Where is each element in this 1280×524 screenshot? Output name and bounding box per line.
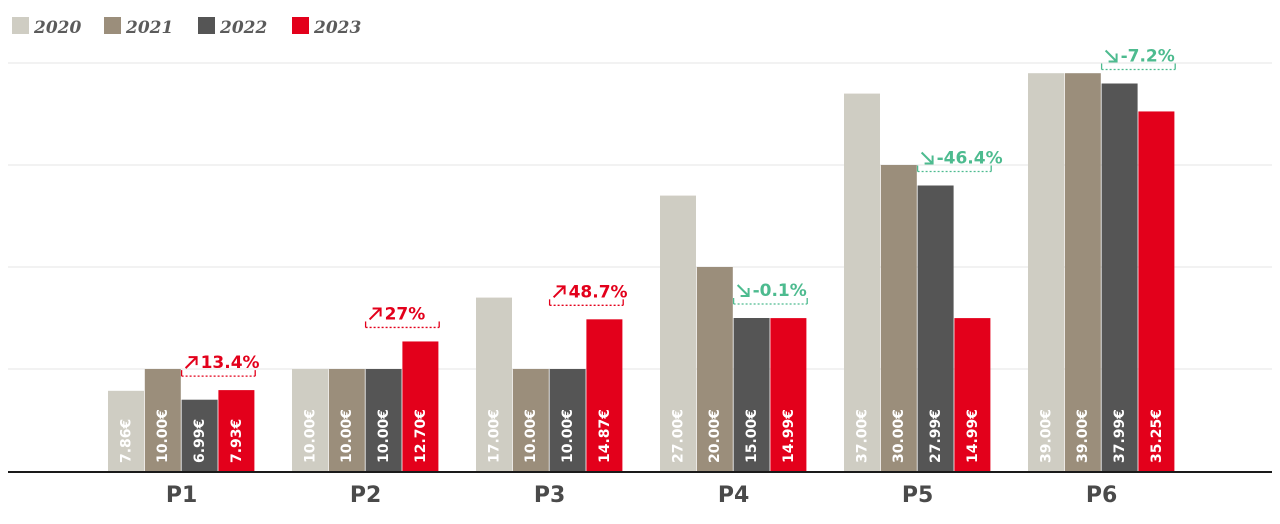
category-label-P5: P5 xyxy=(902,483,933,508)
bar-P3-2021 xyxy=(512,369,549,471)
bar-P1-2020 xyxy=(108,390,144,471)
bar-value-label: 10.00€ xyxy=(155,409,171,463)
bar-value-label: 10.00€ xyxy=(339,409,355,463)
bar-value-label: 39.00€ xyxy=(1038,409,1054,463)
bar-value-label: 14.87€ xyxy=(597,409,613,463)
bar-P3-2023 xyxy=(586,319,623,471)
legend-label-2020: 2020 xyxy=(33,18,81,38)
bar-value-label: 15.00€ xyxy=(744,409,760,463)
category-label-P1: P1 xyxy=(166,483,197,508)
arrow-up-right-icon xyxy=(552,285,566,299)
bar-P4-2022 xyxy=(733,318,770,471)
annotation-value: -0.1% xyxy=(753,281,807,301)
arrow-down-right-icon xyxy=(920,151,934,165)
bar-value-label: 6.99€ xyxy=(192,419,208,463)
bar-value-label: 10.00€ xyxy=(302,409,318,463)
arrow-down-right-icon xyxy=(736,284,750,297)
bar-P5-2022 xyxy=(917,185,954,471)
bar-P6-2022 xyxy=(1101,83,1138,471)
change-annotation-P3: 48.7% xyxy=(548,282,628,306)
legend-label-2021: 2021 xyxy=(125,18,173,38)
bar-P4-2020 xyxy=(660,195,696,471)
legend-label-2022: 2022 xyxy=(219,18,267,38)
bar-P2-2020 xyxy=(292,369,328,471)
bar-P3-2022 xyxy=(549,369,586,471)
change-annotation-P4: -0.1% xyxy=(732,281,808,305)
bar-value-label: 35.25€ xyxy=(1149,409,1165,463)
bar-P4-2021 xyxy=(696,267,733,471)
change-annotation-P6: -7.2% xyxy=(1100,47,1176,71)
bar-P5-2021 xyxy=(880,165,917,471)
legend-swatch-2023 xyxy=(292,17,309,34)
bar-value-label: 14.99€ xyxy=(965,409,981,463)
bar-P5-2020 xyxy=(844,93,880,471)
bar-value-label: 37.99€ xyxy=(1112,409,1128,463)
bar-P2-2022 xyxy=(365,369,402,471)
bar-P2-2023 xyxy=(402,341,439,471)
change-annotation-P5: -46.4% xyxy=(916,149,1003,173)
change-annotations: 13.4% 27% 48.7% -0.1% -46.4% -7.2% xyxy=(180,47,1176,377)
bar-P6-2020 xyxy=(1028,73,1064,471)
bar-value-label: 10.00€ xyxy=(523,409,539,463)
arrow-up-right-icon xyxy=(184,356,198,369)
change-annotation-P2: 27% xyxy=(364,304,440,329)
bar-value-label: 27.00€ xyxy=(670,409,686,463)
bar-P1-2023 xyxy=(218,390,255,471)
bar-P6-2023 xyxy=(1138,111,1175,471)
bar-value-label: 20.00€ xyxy=(707,409,723,463)
annotation-value: -7.2% xyxy=(1121,47,1175,67)
category-label-P2: P2 xyxy=(350,483,381,508)
bar-value-label: 30.00€ xyxy=(891,409,907,463)
arrow-down-right-icon xyxy=(1104,49,1118,63)
category-labels: P1 P2 P3 P4 P5 P6 xyxy=(166,483,1117,508)
bar-P6-2021 xyxy=(1064,73,1101,471)
bars: 7.86€ 10.00€ 6.99€ 7.93€ 10.00€ 10.00€ 10.00€ 1… xyxy=(108,73,1175,471)
bar-value-label: 7.86€ xyxy=(118,419,134,463)
legend-label-2023: 2023 xyxy=(313,18,361,38)
bar-value-label: 7.93€ xyxy=(229,419,245,463)
bar-value-label: 17.00€ xyxy=(486,409,502,463)
bar-P5-2023 xyxy=(954,318,991,471)
legend-swatch-2022 xyxy=(198,17,215,34)
bar-P1-2022 xyxy=(181,399,218,471)
legend: 2020 2021 2022 2023 xyxy=(12,17,361,38)
annotation-value: 48.7% xyxy=(569,282,628,302)
bar-P4-2023 xyxy=(770,318,807,471)
annotation-value: 13.4% xyxy=(201,353,260,373)
bar-value-label: 39.00€ xyxy=(1075,409,1091,463)
bar-value-label: 37.00€ xyxy=(854,409,870,463)
category-label-P4: P4 xyxy=(718,483,749,508)
bar-P3-2020 xyxy=(476,297,512,471)
change-annotation-P1: 13.4% xyxy=(180,353,260,377)
bar-value-label: 14.99€ xyxy=(781,409,797,463)
bar-value-label: 12.70€ xyxy=(413,409,429,463)
annotation-value: -46.4% xyxy=(937,149,1003,169)
legend-swatch-2020 xyxy=(12,17,29,34)
annotation-value: 27% xyxy=(385,304,426,324)
bar-P1-2021 xyxy=(144,369,181,471)
category-label-P3: P3 xyxy=(534,483,565,508)
arrow-up-right-icon xyxy=(368,307,382,321)
legend-swatch-2021 xyxy=(104,17,121,34)
bar-value-label: 10.00€ xyxy=(376,409,392,463)
bar-value-label: 10.00€ xyxy=(560,409,576,463)
category-label-P6: P6 xyxy=(1086,483,1117,508)
bar-P2-2021 xyxy=(328,369,365,471)
bar-value-label: 27.99€ xyxy=(928,409,944,463)
